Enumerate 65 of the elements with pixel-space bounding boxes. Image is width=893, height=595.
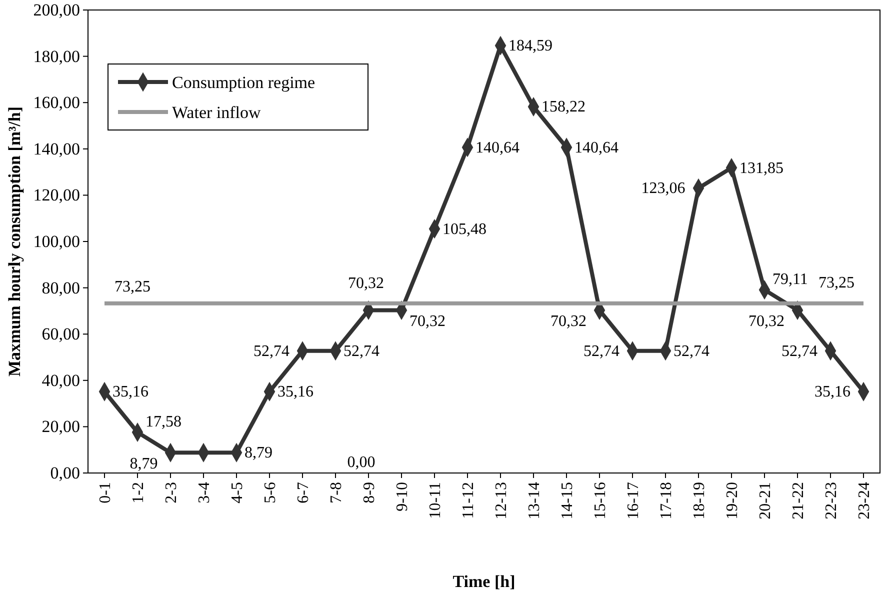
data-label: 70,32: [550, 313, 586, 330]
x-tick-label: 5-6: [262, 482, 280, 504]
x-tick-label: 6-7: [295, 482, 312, 504]
data-label: 140,64: [574, 139, 618, 156]
data-label: 52,74: [584, 342, 620, 360]
data-label: 158,22: [542, 98, 586, 116]
x-tick-label: 20-21: [757, 482, 774, 520]
data-label: 70,32: [748, 313, 784, 330]
data-label: 8,79: [130, 456, 158, 473]
x-tick-label: 16-17: [625, 482, 642, 520]
x-tick-label: 0-1: [97, 482, 114, 504]
annotation: 0,00: [347, 454, 376, 471]
y-axis-title: Maxmum hourly consumption [m³/h]: [5, 106, 24, 377]
x-tick-label: 10-11: [427, 482, 444, 519]
x-tick-label: 9-10: [394, 482, 412, 512]
legend-label: Water inflow: [172, 103, 262, 122]
data-label: 17,58: [146, 413, 182, 430]
data-label: 105,48: [442, 220, 486, 238]
data-label: 70,32: [410, 313, 446, 330]
x-tick-label: 1-2: [130, 482, 148, 504]
y-tick-label: 80,00: [42, 278, 80, 298]
x-tick-label: 23-24: [856, 482, 874, 520]
x-tick-label: 11-12: [460, 482, 478, 519]
data-label: 79,11: [772, 270, 808, 288]
x-tick-label: 2-3: [163, 482, 180, 504]
y-tick-label: 20,00: [42, 417, 80, 436]
x-tick-label: 7-8: [328, 482, 346, 504]
data-label: 52,74: [674, 342, 710, 360]
x-tick-label: 4-5: [229, 482, 246, 504]
y-tick-label: 140,00: [33, 139, 80, 158]
x-tick-label: 8-9: [361, 482, 378, 504]
data-label: 140,64: [476, 139, 520, 156]
data-label: 73,25: [818, 274, 854, 292]
data-label: 35,16: [112, 384, 148, 401]
data-label: 184,59: [508, 38, 552, 55]
data-label: 73,25: [114, 278, 150, 296]
y-tick-label: 120,00: [33, 186, 80, 205]
x-tick-label: 15-16: [592, 482, 610, 520]
x-tick-label: 12-13: [493, 482, 510, 520]
data-label: 131,85: [740, 160, 784, 177]
x-tick-label: 14-15: [559, 482, 576, 520]
data-label: 8,79: [244, 444, 272, 462]
x-tick-label: 17-18: [658, 482, 676, 520]
y-tick-label: 180,00: [33, 46, 80, 66]
x-axis-title: Time [h]: [452, 572, 516, 591]
data-label: 52,74: [782, 342, 818, 360]
legend-label: Consumption regime: [172, 73, 316, 92]
y-tick-label: 40,00: [42, 370, 80, 390]
y-tick-label: 0,00: [50, 463, 80, 482]
data-label: 35,16: [814, 384, 850, 401]
y-tick-label: 100,00: [33, 232, 80, 251]
data-label: 70,32: [348, 275, 384, 292]
x-tick-label: 19-20: [724, 482, 742, 520]
x-tick-label: 3-4: [196, 482, 214, 504]
x-tick-label: 22-23: [823, 482, 840, 520]
y-tick-label: 60,00: [42, 324, 80, 344]
x-tick-label: 13-14: [526, 482, 544, 520]
y-tick-label: 160,00: [33, 93, 80, 112]
y-tick-label: 200,00: [33, 0, 80, 20]
data-label: 123,06: [641, 180, 686, 198]
data-label: 35,16: [278, 384, 314, 401]
x-tick-label: 18-19: [691, 482, 708, 520]
data-label: 52,74: [254, 342, 290, 360]
x-tick-label: 21-22: [790, 482, 808, 520]
data-label: 52,74: [344, 342, 380, 360]
